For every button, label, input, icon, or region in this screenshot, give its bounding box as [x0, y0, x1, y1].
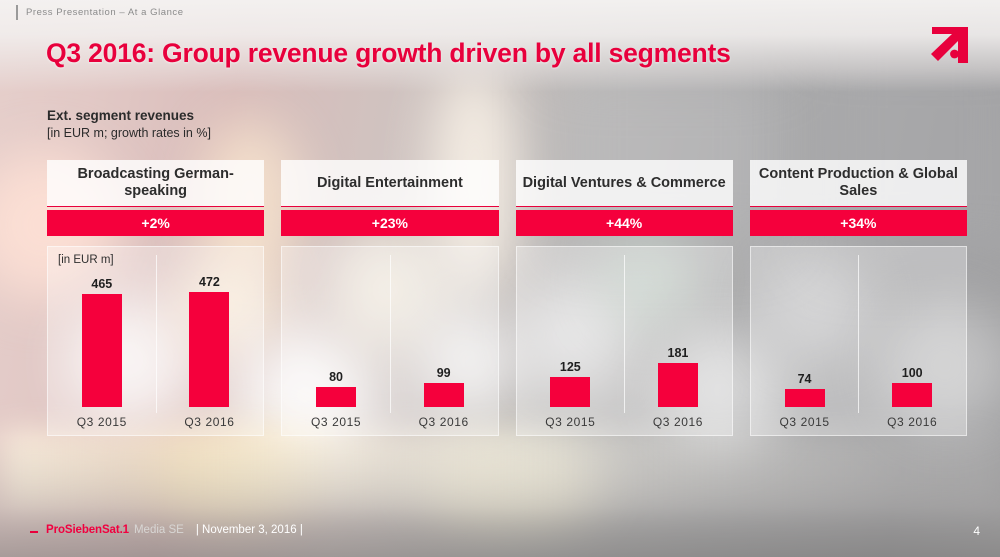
bar-column: 472 [189, 274, 230, 407]
bar-value-label: 125 [559, 359, 581, 374]
bar-plot: 125 Q3 2015 181 Q3 2016 [517, 247, 732, 435]
segment-column-content-production: Content Production & Global Sales +34% 7… [749, 160, 967, 436]
bar-plot: 74 Q3 2015 100 Q3 2016 [751, 247, 966, 435]
bar-group: 99 Q3 2016 [390, 247, 498, 435]
footer-date: | November 3, 2016 | [195, 524, 303, 536]
category-label: Q3 2016 [184, 415, 235, 429]
segment-columns: Broadcasting German-speaking +2% [in EUR… [47, 160, 967, 436]
category-label: Q3 2016 [652, 415, 704, 429]
panel-divider [624, 255, 626, 413]
footer-brand: ProSiebenSat.1 [46, 524, 129, 536]
panel-divider [858, 255, 860, 413]
axis-unit-label: [in EUR m] [58, 254, 114, 266]
bar-value-label: 74 [797, 371, 812, 386]
segment-column-digital-entertainment: Digital Entertainment +23% 80 Q3 2015 [281, 160, 499, 436]
background-top-fade [0, 0, 1000, 92]
chart-panel: [in EUR m] 465 Q3 2015 472 [47, 246, 265, 436]
category-label: Q3 2015 [545, 415, 596, 429]
growth-value: +44% [606, 215, 643, 231]
subtitle-units: [in EUR m; growth rates in %] [47, 125, 211, 140]
segment-column-broadcasting: Broadcasting German-speaking +2% [in EUR… [47, 160, 265, 436]
subtitle-block: Ext. segment revenues [in EUR m; growth … [47, 107, 211, 141]
chart-panel: 74 Q3 2015 100 Q3 2016 [749, 246, 967, 436]
chart-panel: 80 Q3 2015 99 Q3 2016 [281, 246, 499, 436]
panel-divider [389, 255, 391, 413]
bar-column: 125 [550, 359, 591, 407]
segment-growth-badge: +2% [47, 210, 265, 236]
bar-value-label: 99 [436, 365, 451, 380]
bar-group: 100 Q3 2016 [858, 247, 966, 435]
prosiebensat1-arrow-logo-icon [922, 14, 978, 66]
footer-tick-icon [30, 531, 38, 533]
segment-name: Broadcasting German-speaking [77, 166, 234, 199]
segment-name: Digital Entertainment [316, 174, 463, 191]
growth-value: +2% [141, 215, 170, 231]
category-label: Q3 2015 [779, 415, 830, 429]
footer-entity: Media SE [133, 524, 184, 536]
bar-value-label: 100 [901, 365, 923, 380]
page-title: Q3 2016: Group revenue growth driven by … [46, 38, 731, 68]
bar-value-label: 472 [199, 274, 220, 289]
segment-name: Content Production & Global Sales [758, 166, 958, 199]
chart-panel: 125 Q3 2015 181 Q3 2016 [515, 246, 733, 436]
bar-plot: 465 Q3 2015 472 Q3 2016 [48, 247, 263, 435]
category-label: Q3 2015 [76, 415, 127, 429]
bar-value-label: 80 [329, 370, 344, 385]
bar-column: 99 [423, 365, 464, 407]
bar-group: 74 Q3 2015 [751, 247, 859, 435]
bar [892, 382, 933, 407]
segment-column-digital-ventures: Digital Ventures & Commerce +44% 125 Q3 … [515, 160, 733, 436]
bar [657, 362, 698, 407]
kicker-label: Press Presentation – At a Glance [26, 7, 184, 18]
bar [784, 388, 825, 407]
bar [189, 291, 230, 407]
segment-name: Digital Ventures & Commerce [522, 174, 726, 191]
bokeh-blob [880, 300, 1000, 430]
category-label: Q3 2016 [418, 415, 469, 429]
bokeh-blob [600, 230, 695, 325]
segment-growth-badge: +23% [281, 210, 499, 236]
subtitle-main: Ext. segment revenues [47, 108, 195, 123]
bar-plot: 80 Q3 2015 99 Q3 2016 [282, 247, 497, 435]
bokeh-blob [760, 250, 870, 360]
bar-group: 125 Q3 2015 [517, 247, 625, 435]
growth-value: +23% [371, 215, 408, 231]
bar-group: 465 Q3 2015 [48, 247, 156, 435]
bar-value-label: 465 [91, 276, 113, 291]
bar-group: 80 Q3 2015 [282, 247, 390, 435]
growth-value: +34% [840, 215, 877, 231]
kicker: Press Presentation – At a Glance [16, 4, 184, 21]
segment-header: Broadcasting German-speaking [47, 160, 265, 207]
bar-column: 181 [657, 345, 698, 407]
bar-column: 74 [784, 371, 825, 407]
bar-column: 100 [892, 365, 933, 407]
background-bottom-fade [0, 437, 1000, 557]
page-number: 4 [973, 524, 980, 538]
segment-header: Digital Entertainment [281, 160, 499, 207]
bar [81, 293, 122, 407]
bar-column: 80 [316, 370, 357, 407]
footer-text: ProSiebenSat.1 Media SE | November 3, 20… [46, 524, 303, 536]
bar [316, 387, 357, 407]
bar [550, 376, 591, 407]
segment-growth-badge: +44% [515, 210, 733, 236]
segment-header: Content Production & Global Sales [749, 160, 967, 207]
bar [423, 382, 464, 407]
bar-value-label: 181 [667, 345, 689, 360]
bar-column: 465 [81, 276, 122, 407]
kicker-tick-icon [16, 5, 18, 20]
category-label: Q3 2016 [887, 415, 938, 429]
category-label: Q3 2015 [310, 415, 362, 429]
segment-header: Digital Ventures & Commerce [515, 160, 733, 207]
panel-divider [155, 255, 157, 413]
bar-group: 472 Q3 2016 [156, 247, 264, 435]
footer: ProSiebenSat.1 Media SE | November 3, 20… [0, 515, 1000, 557]
segment-growth-badge: +34% [749, 210, 967, 236]
bar-group: 181 Q3 2016 [624, 247, 732, 435]
